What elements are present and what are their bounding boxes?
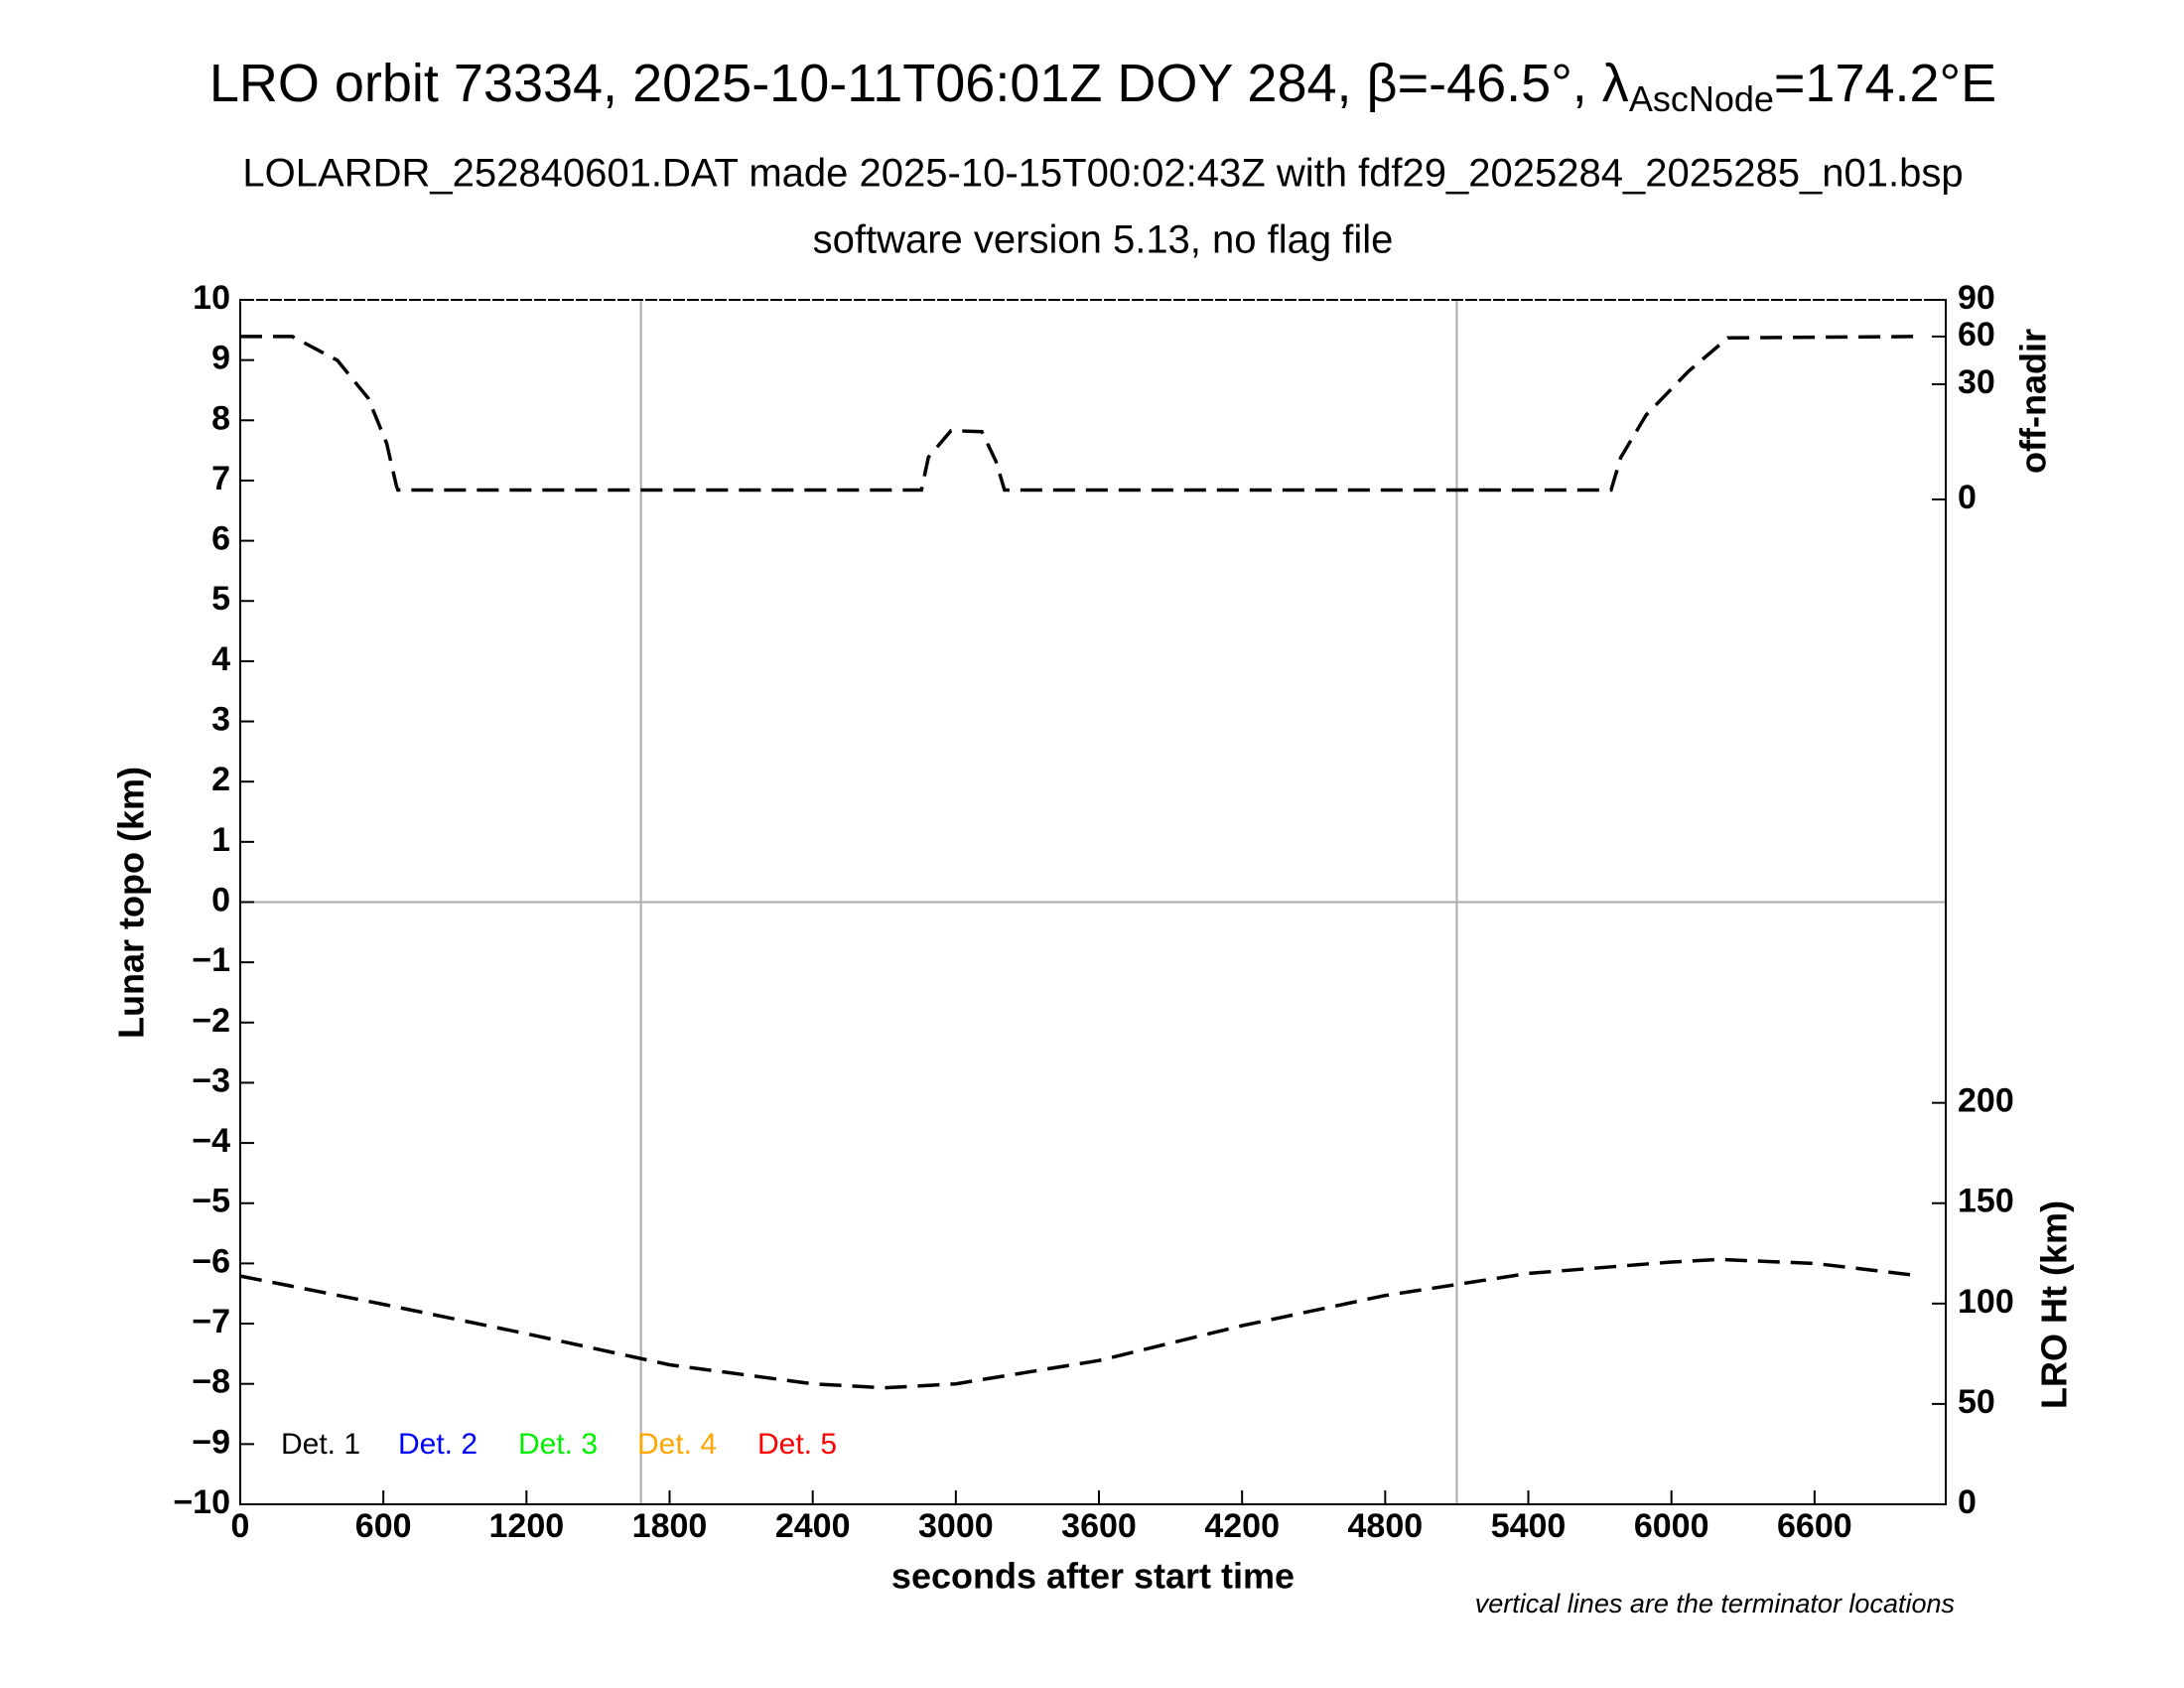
legend-entry: Det. 4 (637, 1428, 717, 1461)
chart-title: LRO orbit 73334, 2025-10-11T06:01Z DOY 2… (209, 54, 1996, 118)
y3-tick-label: 100 (1958, 1283, 2014, 1321)
y-tick-label: −3 (192, 1061, 230, 1099)
x-tick-label: 1800 (632, 1507, 708, 1545)
y3-tick-label: 200 (1958, 1082, 2014, 1120)
x-tick-label: 3600 (1061, 1507, 1137, 1545)
y2-tick-label: 90 (1958, 279, 1995, 317)
y-tick-label: −1 (192, 941, 230, 979)
x-axis-label: seconds after start time (891, 1556, 1295, 1597)
y3-tick-label: 50 (1958, 1383, 1995, 1421)
y-tick-label: 8 (211, 399, 230, 437)
title-main: LRO orbit 73334, 2025-10-11T06:01Z DOY 2… (209, 54, 1629, 113)
title-end: =174.2°E (1774, 54, 1996, 113)
y-tick-label: −10 (173, 1483, 230, 1521)
x-tick-label: 2400 (775, 1507, 851, 1545)
y-tick-label: 3 (211, 701, 230, 739)
y-tick-label: −6 (192, 1242, 230, 1280)
y-tick-label: 6 (211, 520, 230, 558)
y-tick-label: 5 (211, 580, 230, 618)
y-tick-label: −9 (192, 1423, 230, 1461)
title-subscript: AscNode (1629, 78, 1774, 119)
y2-tick-label: 30 (1958, 363, 1995, 401)
y-tick-label: 0 (211, 881, 230, 918)
y3-tick-label: 150 (1958, 1183, 2014, 1220)
y-tick-label: −5 (192, 1183, 230, 1220)
legend-entry: Det. 3 (518, 1428, 598, 1461)
series-line (239, 1257, 1911, 1390)
y3-tick-label: 0 (1958, 1483, 1977, 1521)
y-tick-label: −4 (192, 1122, 230, 1160)
x-tick-label: 600 (355, 1507, 412, 1545)
y-axis-label: Lunar topo (km) (111, 767, 152, 1039)
x-tick-label: 6000 (1634, 1507, 1709, 1545)
subtitle2: software version 5.13, no flag file (813, 218, 1394, 262)
x-tick-label: 0 (231, 1507, 250, 1545)
y-tick-label: 10 (193, 279, 230, 317)
y-tick-label: 7 (211, 460, 230, 497)
y2-tick-label: 60 (1958, 316, 1995, 353)
y-tick-label: 9 (211, 340, 230, 377)
y-tick-label: 2 (211, 761, 230, 798)
x-tick-label: 3000 (918, 1507, 994, 1545)
legend-entry: Det. 1 (281, 1428, 360, 1461)
x-tick-label: 6600 (1777, 1507, 1852, 1545)
x-tick-label: 1200 (489, 1507, 565, 1545)
y-tick-label: −8 (192, 1363, 230, 1401)
series-line (240, 335, 1914, 492)
y-tick-label: 1 (211, 821, 230, 859)
x-tick-label: 4200 (1204, 1507, 1280, 1545)
legend-entry: Det. 5 (757, 1428, 837, 1461)
y-tick-label: −2 (192, 1002, 230, 1040)
x-tick-label: 5400 (1491, 1507, 1567, 1545)
subtitle: LOLARDR_252840601.DAT made 2025-10-15T00… (242, 152, 1963, 196)
y3-axis-label: LRO Ht (km) (2034, 1200, 2075, 1409)
footnote: vertical lines are the terminator locati… (1475, 1589, 1955, 1618)
x-tick-label: 4800 (1348, 1507, 1424, 1545)
y-tick-label: −7 (192, 1303, 230, 1340)
y2-axis-label: off-nadir (2013, 329, 2054, 474)
y-tick-label: 4 (211, 640, 230, 678)
legend-entry: Det. 2 (398, 1428, 478, 1461)
y2-tick-label: 0 (1958, 479, 1977, 516)
